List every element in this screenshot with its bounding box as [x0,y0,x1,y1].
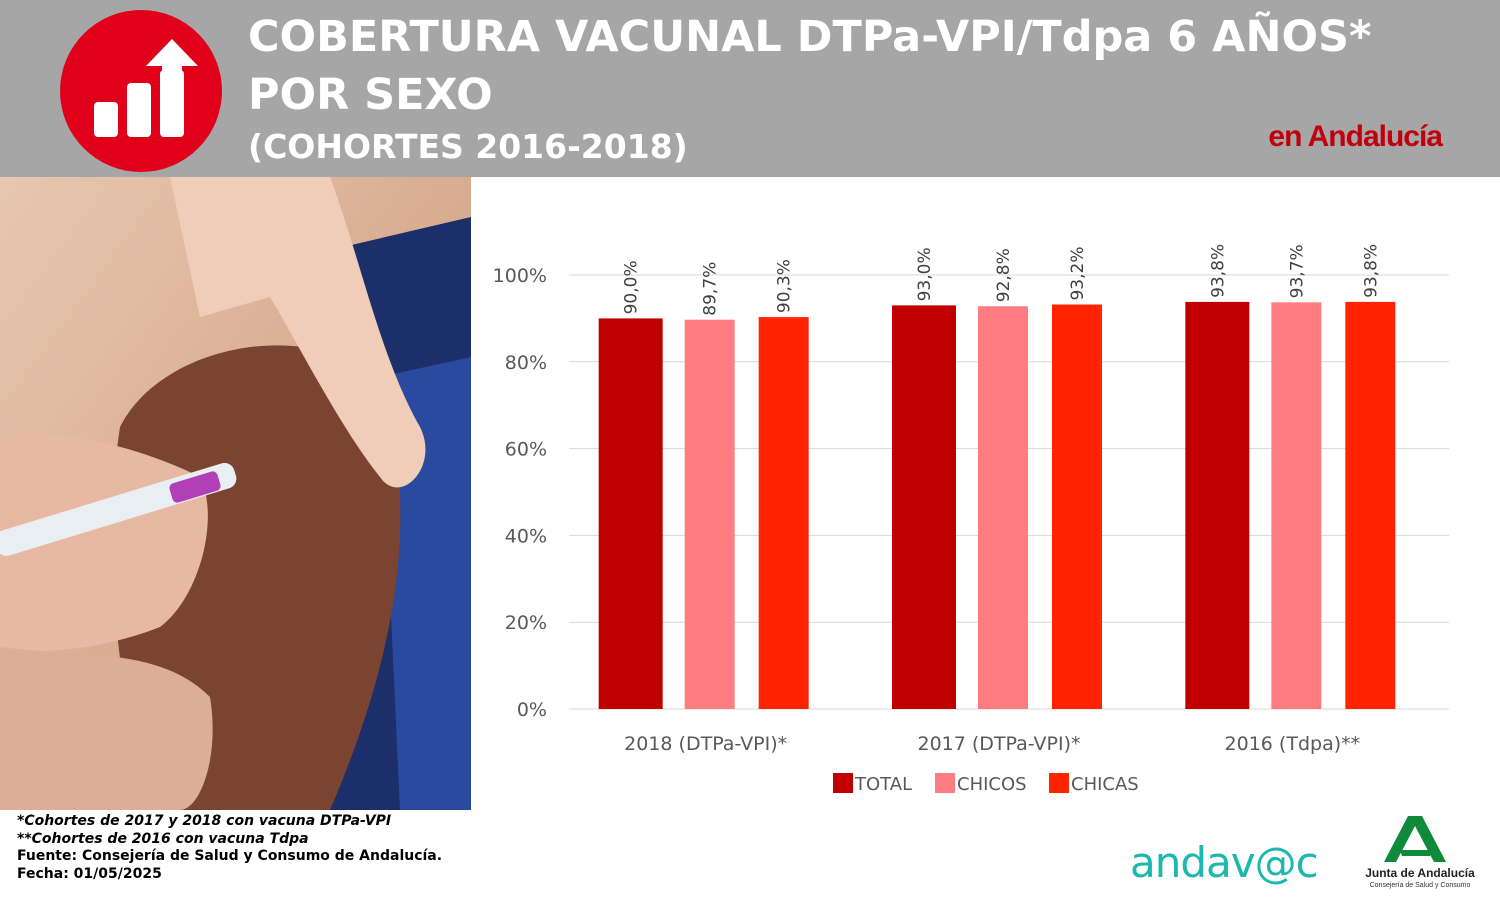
junta-a-icon [1384,816,1446,862]
legend-swatch-chicas [1049,773,1069,793]
x-tick-label: 2017 (DTPa-VPI)* [917,733,1080,755]
title-line-3: (COHORTES 2016-2018) [248,127,688,166]
footnote-1: *Cohortes de 2017 y 2018 con vacuna DTPa… [17,813,392,829]
y-tick-label: 40% [505,525,547,547]
data-label: 93,2% [1068,246,1088,300]
y-tick-label: 0% [517,699,547,721]
y-tick-label: 60% [505,439,547,461]
x-tick-label: 2016 (Tdpa)** [1225,733,1361,755]
junta-subtitle: Consejería de Salud y Consumo [1369,882,1471,889]
bar-chicas [1345,301,1396,709]
data-label: 93,8% [1361,244,1381,298]
chart-canvas: 90,0% 89,7% 90,3% 93,0% 92,8% 93,2% 93,8% 93,7%… [493,244,1449,795]
bar-chicas [758,317,809,709]
bar-chicos [684,319,735,709]
date-note: Fecha: 01/05/2025 [17,865,162,882]
bar-chart-up-arrow-icon [60,10,222,172]
data-label: 93,7% [1287,244,1307,298]
bar-total [892,305,956,709]
legend-swatch-total [833,773,853,793]
junta-name: Junta de Andalucía [1365,866,1475,880]
title-line-1: COBERTURA VACUNAL DTPa-VPI/Tdpa 6 AÑOS* [248,12,1372,62]
bar-chicos [1271,302,1322,709]
bar-total [1185,301,1250,709]
data-label: 90,3% [775,259,795,313]
vaccination-photo [0,177,471,810]
bar-total [598,318,663,709]
y-tick-label: 100% [493,265,547,287]
footnotes: *Cohortes de 2017 y 2018 con vacuna DTPa… [17,813,442,883]
footnote-2: **Cohortes de 2016 con vacuna Tdpa [17,830,309,847]
legend-swatch-chicos [935,773,955,793]
y-tick-label: 20% [505,612,547,634]
bar-chicos [978,306,1028,709]
data-label: 89,7% [701,262,721,316]
header-banner: COBERTURA VACUNAL DTPa-VPI/Tdpa 6 AÑOS* … [0,0,1500,177]
junta-andalucia-logo: Junta de Andalucía Consejería de Salud y… [1360,812,1480,898]
bar-chicas [1052,304,1102,709]
title-line-2: POR SEXO [248,70,493,120]
data-label: 92,8% [994,248,1014,302]
data-label: 93,8% [1208,244,1228,298]
andavac-logo: andav@c [1130,838,1319,887]
data-label: 90,0% [622,260,642,314]
y-tick-label: 80% [505,352,547,374]
legend-label-chicos: CHICOS [957,774,1027,795]
data-label: 93,0% [915,247,935,301]
legend-label-total: TOTAL [854,774,912,795]
region-label: en Andalucía [1268,120,1443,153]
coverage-chart: 90,0% 89,7% 90,3% 93,0% 92,8% 93,2% 93,8% 93,7%… [471,177,1500,810]
legend-label-chicas: CHICAS [1071,774,1139,795]
source-note: Fuente: Consejería de Salud y Consumo de… [17,848,443,864]
x-tick-label: 2018 (DTPa-VPI)* [624,733,787,755]
